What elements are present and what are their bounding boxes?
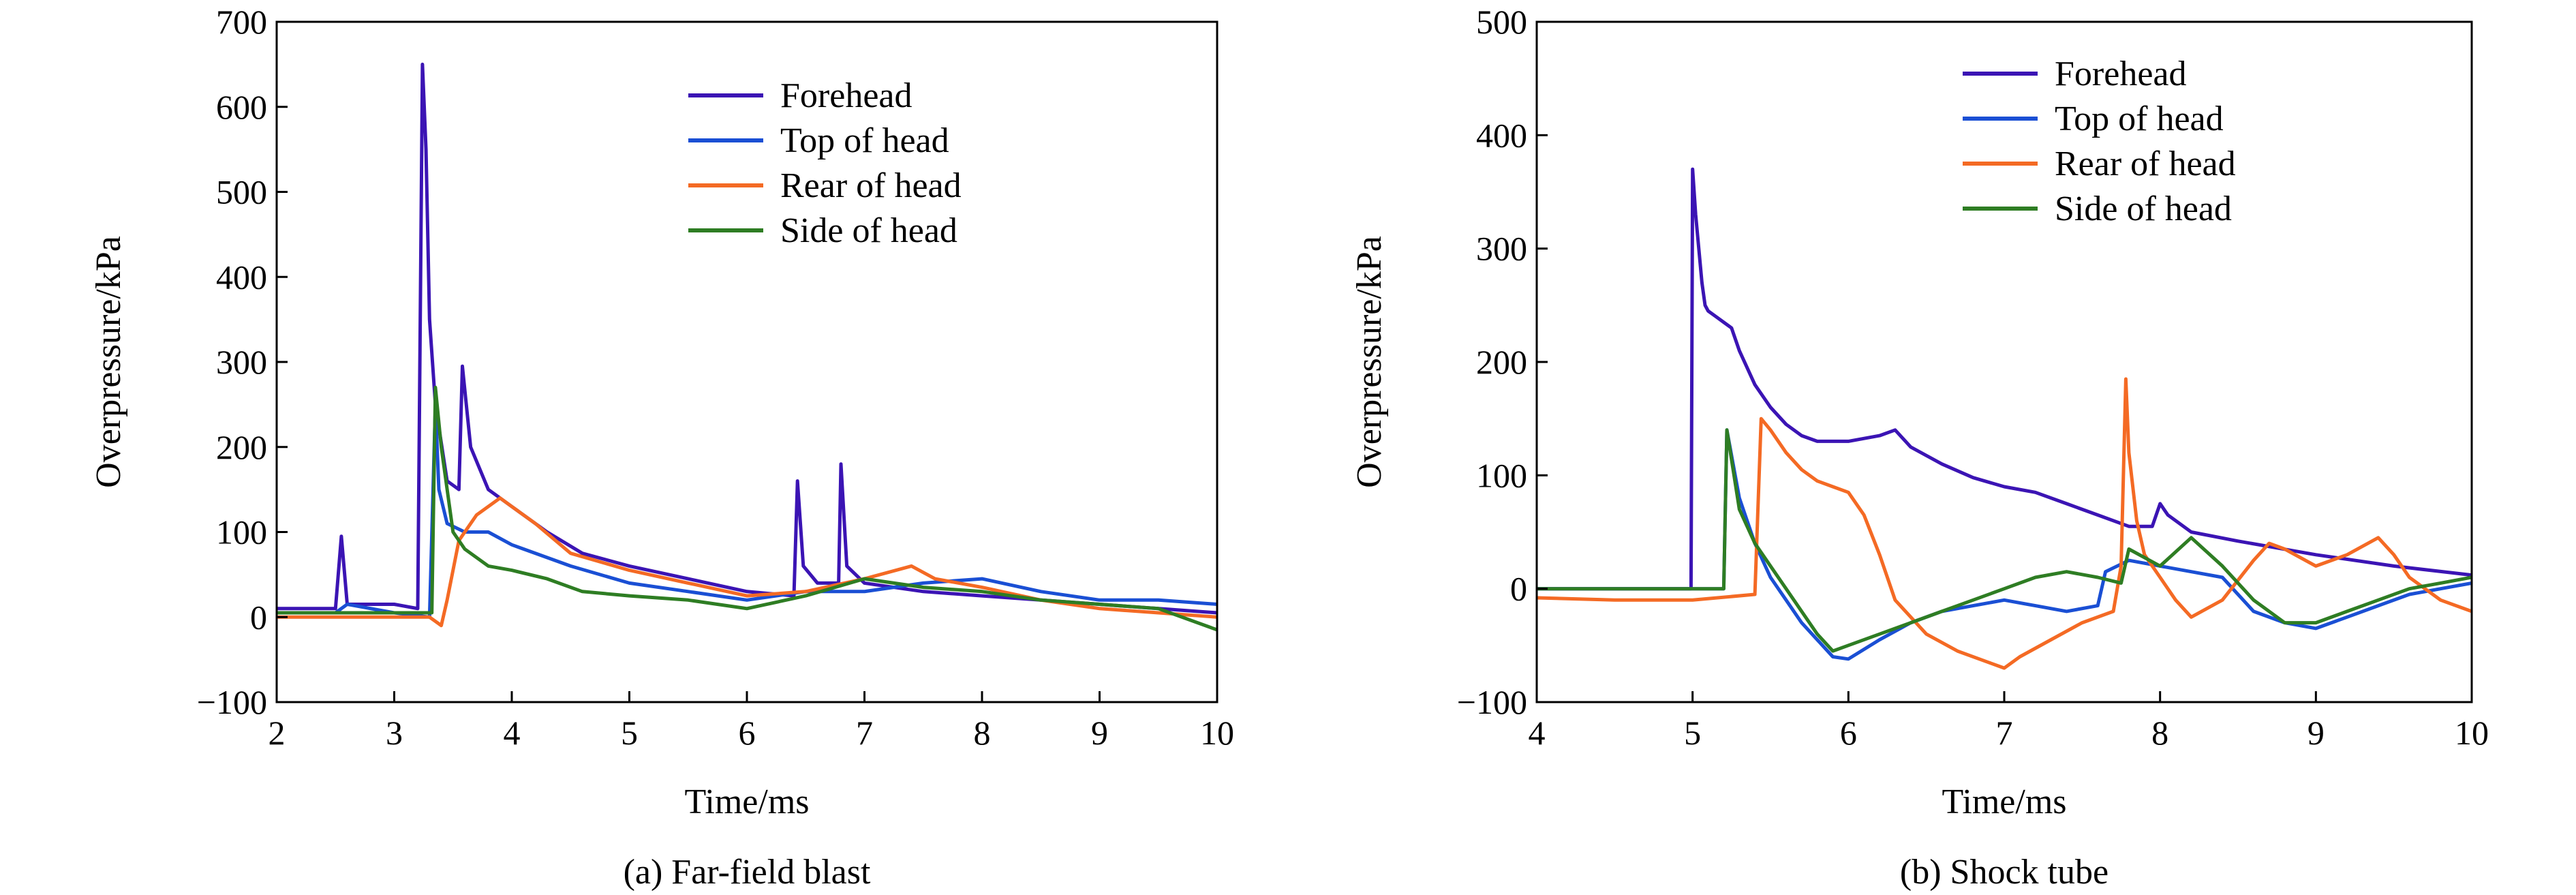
x-ticks-a: 2 3 4 5 6 7 8 9 10: [269, 691, 1234, 752]
x-tick-label: 8: [974, 714, 991, 752]
series-line-forehead: [277, 62, 1217, 615]
x-tick-label: 6: [1840, 714, 1857, 752]
legend-label: Forehead: [780, 76, 912, 115]
series-layer-b: [1537, 167, 2472, 670]
x-axis-label-b: Time/ms: [1942, 783, 2066, 821]
caption-a: (a) Far-field blast: [624, 853, 871, 892]
y-tick-label: −100: [197, 683, 267, 721]
y-axis-label-a: Overpressure/kPa: [89, 236, 128, 488]
y-tick-label: 400: [216, 258, 267, 296]
series-layer-a: [277, 62, 1217, 632]
x-tick-label: 9: [1091, 714, 1108, 752]
y-tick-label: 0: [1510, 570, 1527, 608]
series-line-rear-of-head: [277, 496, 1217, 628]
y-tick-label: 200: [216, 428, 267, 466]
series-line-side-of-head: [277, 385, 1217, 632]
legend-b: Forehead Top of head Rear of head Side of h…: [1963, 55, 2236, 228]
x-axis-label-a: Time/ms: [684, 783, 809, 821]
y-tick-label: −100: [1457, 683, 1527, 721]
x-tick-label: 9: [2307, 714, 2325, 752]
y-tick-label: 0: [250, 598, 267, 636]
x-tick-label: 10: [2455, 714, 2489, 752]
legend-label: Rear of head: [780, 166, 962, 205]
legend-label: Side of head: [2055, 189, 2232, 228]
y-tick-label: 100: [1476, 456, 1527, 494]
panel-far-field-blast: 2 3 4 5 6 7 8 9 10 −100 0 100 200 300 400 500 600 700 Ti…: [89, 3, 1234, 892]
x-tick-label: 2: [269, 714, 286, 752]
legend-a: Forehead Top of head Rear of head Side of h…: [688, 76, 962, 250]
y-tick-label: 200: [1476, 343, 1527, 381]
legend-label: Side of head: [780, 211, 957, 250]
x-tick-label: 5: [1684, 714, 1701, 752]
legend-label: Top of head: [2055, 100, 2224, 138]
y-tick-label: 300: [1476, 230, 1527, 268]
series-line-side-of-head: [1537, 428, 2472, 653]
y-tick-label: 600: [216, 88, 267, 126]
y-tick-label: 500: [216, 173, 267, 211]
legend-label: Rear of head: [2055, 145, 2236, 183]
y-tick-label: 500: [1476, 3, 1527, 41]
y-tick-label: 100: [216, 513, 267, 551]
x-tick-label: 7: [856, 714, 873, 752]
y-ticks-b: −100 0 100 200 300 400 500: [1457, 3, 1548, 721]
series-line-forehead: [1537, 167, 2472, 591]
x-tick-label: 3: [386, 714, 403, 752]
y-tick-label: 700: [216, 3, 267, 41]
x-tick-label: 6: [739, 714, 756, 752]
x-tick-label: 4: [1529, 714, 1546, 752]
x-tick-label: 8: [2151, 714, 2168, 752]
x-tick-label: 5: [621, 714, 638, 752]
x-ticks-b: 4 5 6 7 8 9 10: [1529, 691, 2489, 752]
y-axis-label-b: Overpressure/kPa: [1350, 236, 1389, 488]
panel-shock-tube: 4 5 6 7 8 9 10 −100 0 100 200 300 400 500 Time/ms Ov…: [1350, 3, 2489, 892]
caption-b: (b) Shock tube: [1900, 853, 2109, 892]
series-line-top-of-head: [1537, 428, 2472, 661]
y-ticks-a: −100 0 100 200 300 400 500 600 700: [197, 3, 288, 721]
y-tick-label: 300: [216, 343, 267, 381]
x-tick-label: 7: [1996, 714, 2013, 752]
x-tick-label: 10: [1200, 714, 1234, 752]
legend-label: Top of head: [780, 121, 949, 160]
series-line-rear-of-head: [1537, 377, 2472, 670]
y-tick-label: 400: [1476, 116, 1527, 154]
x-tick-label: 4: [504, 714, 521, 752]
legend-label: Forehead: [2055, 55, 2186, 93]
